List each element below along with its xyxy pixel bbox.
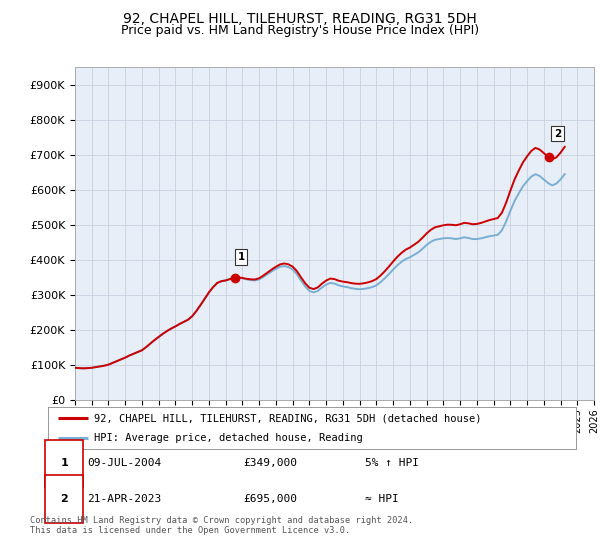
Text: Contains HM Land Registry data © Crown copyright and database right 2024.
This d: Contains HM Land Registry data © Crown c… xyxy=(30,516,413,535)
Text: 1: 1 xyxy=(61,458,68,468)
Text: 92, CHAPEL HILL, TILEHURST, READING, RG31 5DH (detached house): 92, CHAPEL HILL, TILEHURST, READING, RG3… xyxy=(94,413,482,423)
FancyBboxPatch shape xyxy=(46,475,83,522)
Text: 1: 1 xyxy=(238,252,245,262)
FancyBboxPatch shape xyxy=(46,440,83,487)
Text: £349,000: £349,000 xyxy=(244,458,298,468)
Text: £695,000: £695,000 xyxy=(244,494,298,504)
Text: 2: 2 xyxy=(61,494,68,504)
Text: Price paid vs. HM Land Registry's House Price Index (HPI): Price paid vs. HM Land Registry's House … xyxy=(121,24,479,37)
Text: ≈ HPI: ≈ HPI xyxy=(365,494,398,504)
Text: HPI: Average price, detached house, Reading: HPI: Average price, detached house, Read… xyxy=(94,433,363,442)
Text: 92, CHAPEL HILL, TILEHURST, READING, RG31 5DH: 92, CHAPEL HILL, TILEHURST, READING, RG3… xyxy=(123,12,477,26)
Text: 09-JUL-2004: 09-JUL-2004 xyxy=(88,458,162,468)
Text: 2: 2 xyxy=(554,129,561,139)
Text: 5% ↑ HPI: 5% ↑ HPI xyxy=(365,458,419,468)
Text: 21-APR-2023: 21-APR-2023 xyxy=(88,494,162,504)
